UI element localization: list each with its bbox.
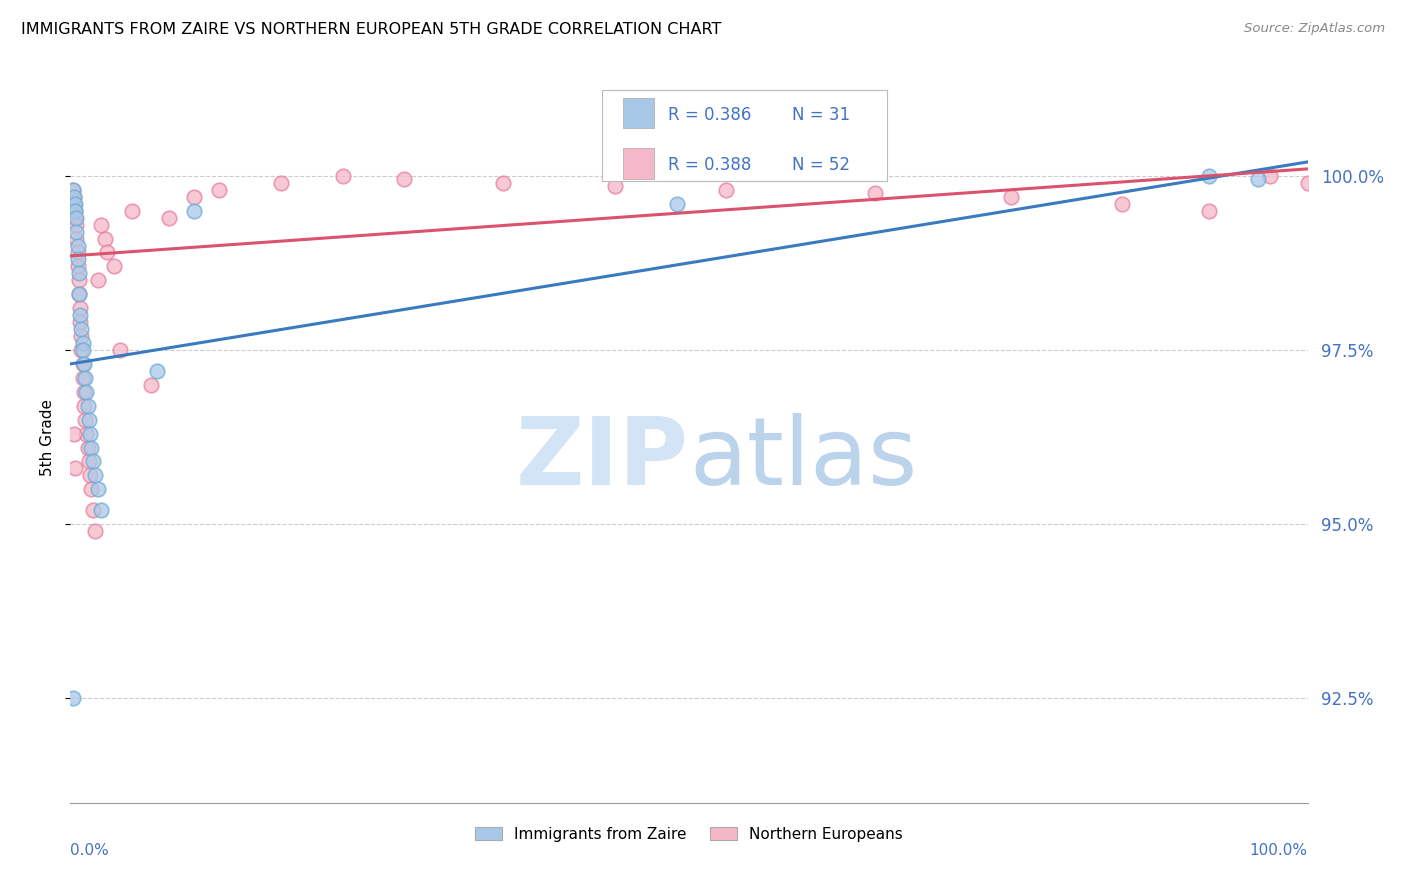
Point xyxy=(65,196,87,211)
Text: 0.0%: 0.0% xyxy=(70,843,110,858)
Point xyxy=(1111,196,1133,211)
Point xyxy=(714,183,737,197)
Point xyxy=(66,238,89,252)
Point xyxy=(332,169,354,183)
FancyBboxPatch shape xyxy=(623,98,654,128)
Point xyxy=(86,483,108,497)
Point xyxy=(492,176,515,190)
Text: N = 31: N = 31 xyxy=(792,105,849,123)
Point xyxy=(80,441,103,455)
Point xyxy=(69,308,91,322)
FancyBboxPatch shape xyxy=(602,90,887,181)
Point xyxy=(1260,169,1282,183)
Point xyxy=(270,176,292,190)
Point xyxy=(76,399,98,413)
Point xyxy=(75,384,97,399)
Point xyxy=(69,315,91,329)
Point xyxy=(66,260,89,274)
Text: R = 0.388: R = 0.388 xyxy=(668,156,751,174)
Point xyxy=(863,186,886,201)
Point xyxy=(77,412,100,426)
Text: R = 0.386: R = 0.386 xyxy=(668,105,751,123)
Text: Source: ZipAtlas.com: Source: ZipAtlas.com xyxy=(1244,22,1385,36)
Point xyxy=(65,231,87,245)
Point xyxy=(603,179,626,194)
Point xyxy=(90,218,112,232)
Point xyxy=(66,252,89,267)
Text: 100.0%: 100.0% xyxy=(1250,843,1308,858)
Point xyxy=(72,336,94,351)
Point xyxy=(65,225,87,239)
Point xyxy=(65,203,87,218)
Point xyxy=(63,426,86,441)
Point xyxy=(139,377,162,392)
Point xyxy=(69,301,91,316)
Point xyxy=(73,384,96,399)
Point xyxy=(62,183,84,197)
Text: atlas: atlas xyxy=(689,413,917,505)
Point xyxy=(65,211,87,225)
Point xyxy=(62,183,84,197)
Point xyxy=(80,483,103,497)
Point xyxy=(108,343,131,357)
Point xyxy=(67,287,90,301)
Point xyxy=(65,218,87,232)
Point xyxy=(1247,172,1270,186)
Point xyxy=(1198,203,1220,218)
Point xyxy=(86,273,108,287)
Point xyxy=(183,190,205,204)
Point xyxy=(103,260,125,274)
Point xyxy=(84,468,107,483)
Point xyxy=(665,196,688,211)
Point xyxy=(66,245,89,260)
Point xyxy=(70,343,93,357)
Point xyxy=(62,691,84,706)
FancyBboxPatch shape xyxy=(623,148,654,179)
Point xyxy=(72,371,94,385)
Point xyxy=(90,503,112,517)
Point xyxy=(84,524,107,538)
Point xyxy=(73,357,96,371)
Point xyxy=(121,203,143,218)
Text: N = 52: N = 52 xyxy=(792,156,849,174)
Point xyxy=(63,190,86,204)
Text: ZIP: ZIP xyxy=(516,413,689,505)
Point xyxy=(75,426,97,441)
Point xyxy=(67,266,90,280)
Point xyxy=(157,211,180,225)
Point xyxy=(75,371,97,385)
Point xyxy=(70,329,93,343)
Y-axis label: 5th Grade: 5th Grade xyxy=(39,399,55,475)
Point xyxy=(82,454,104,468)
Point xyxy=(1000,190,1022,204)
Point xyxy=(79,426,101,441)
Point xyxy=(94,231,117,245)
Point xyxy=(65,211,87,225)
Point xyxy=(96,245,118,260)
Point xyxy=(73,399,96,413)
Point xyxy=(1198,169,1220,183)
Point xyxy=(65,203,87,218)
Point xyxy=(1296,176,1319,190)
Text: IMMIGRANTS FROM ZAIRE VS NORTHERN EUROPEAN 5TH GRADE CORRELATION CHART: IMMIGRANTS FROM ZAIRE VS NORTHERN EUROPE… xyxy=(21,22,721,37)
Point xyxy=(67,287,90,301)
Point xyxy=(77,454,100,468)
Point xyxy=(146,364,169,378)
Point xyxy=(183,203,205,218)
Point xyxy=(79,468,101,483)
Point xyxy=(394,172,416,186)
Point xyxy=(67,273,90,287)
Point xyxy=(70,322,93,336)
Point xyxy=(72,343,94,357)
Point xyxy=(72,357,94,371)
Point xyxy=(63,190,86,204)
Point xyxy=(208,183,231,197)
Point xyxy=(82,503,104,517)
Point xyxy=(75,412,97,426)
Point xyxy=(65,461,87,475)
Legend: Immigrants from Zaire, Northern Europeans: Immigrants from Zaire, Northern European… xyxy=(468,821,910,847)
Point xyxy=(76,441,98,455)
Point xyxy=(63,196,86,211)
